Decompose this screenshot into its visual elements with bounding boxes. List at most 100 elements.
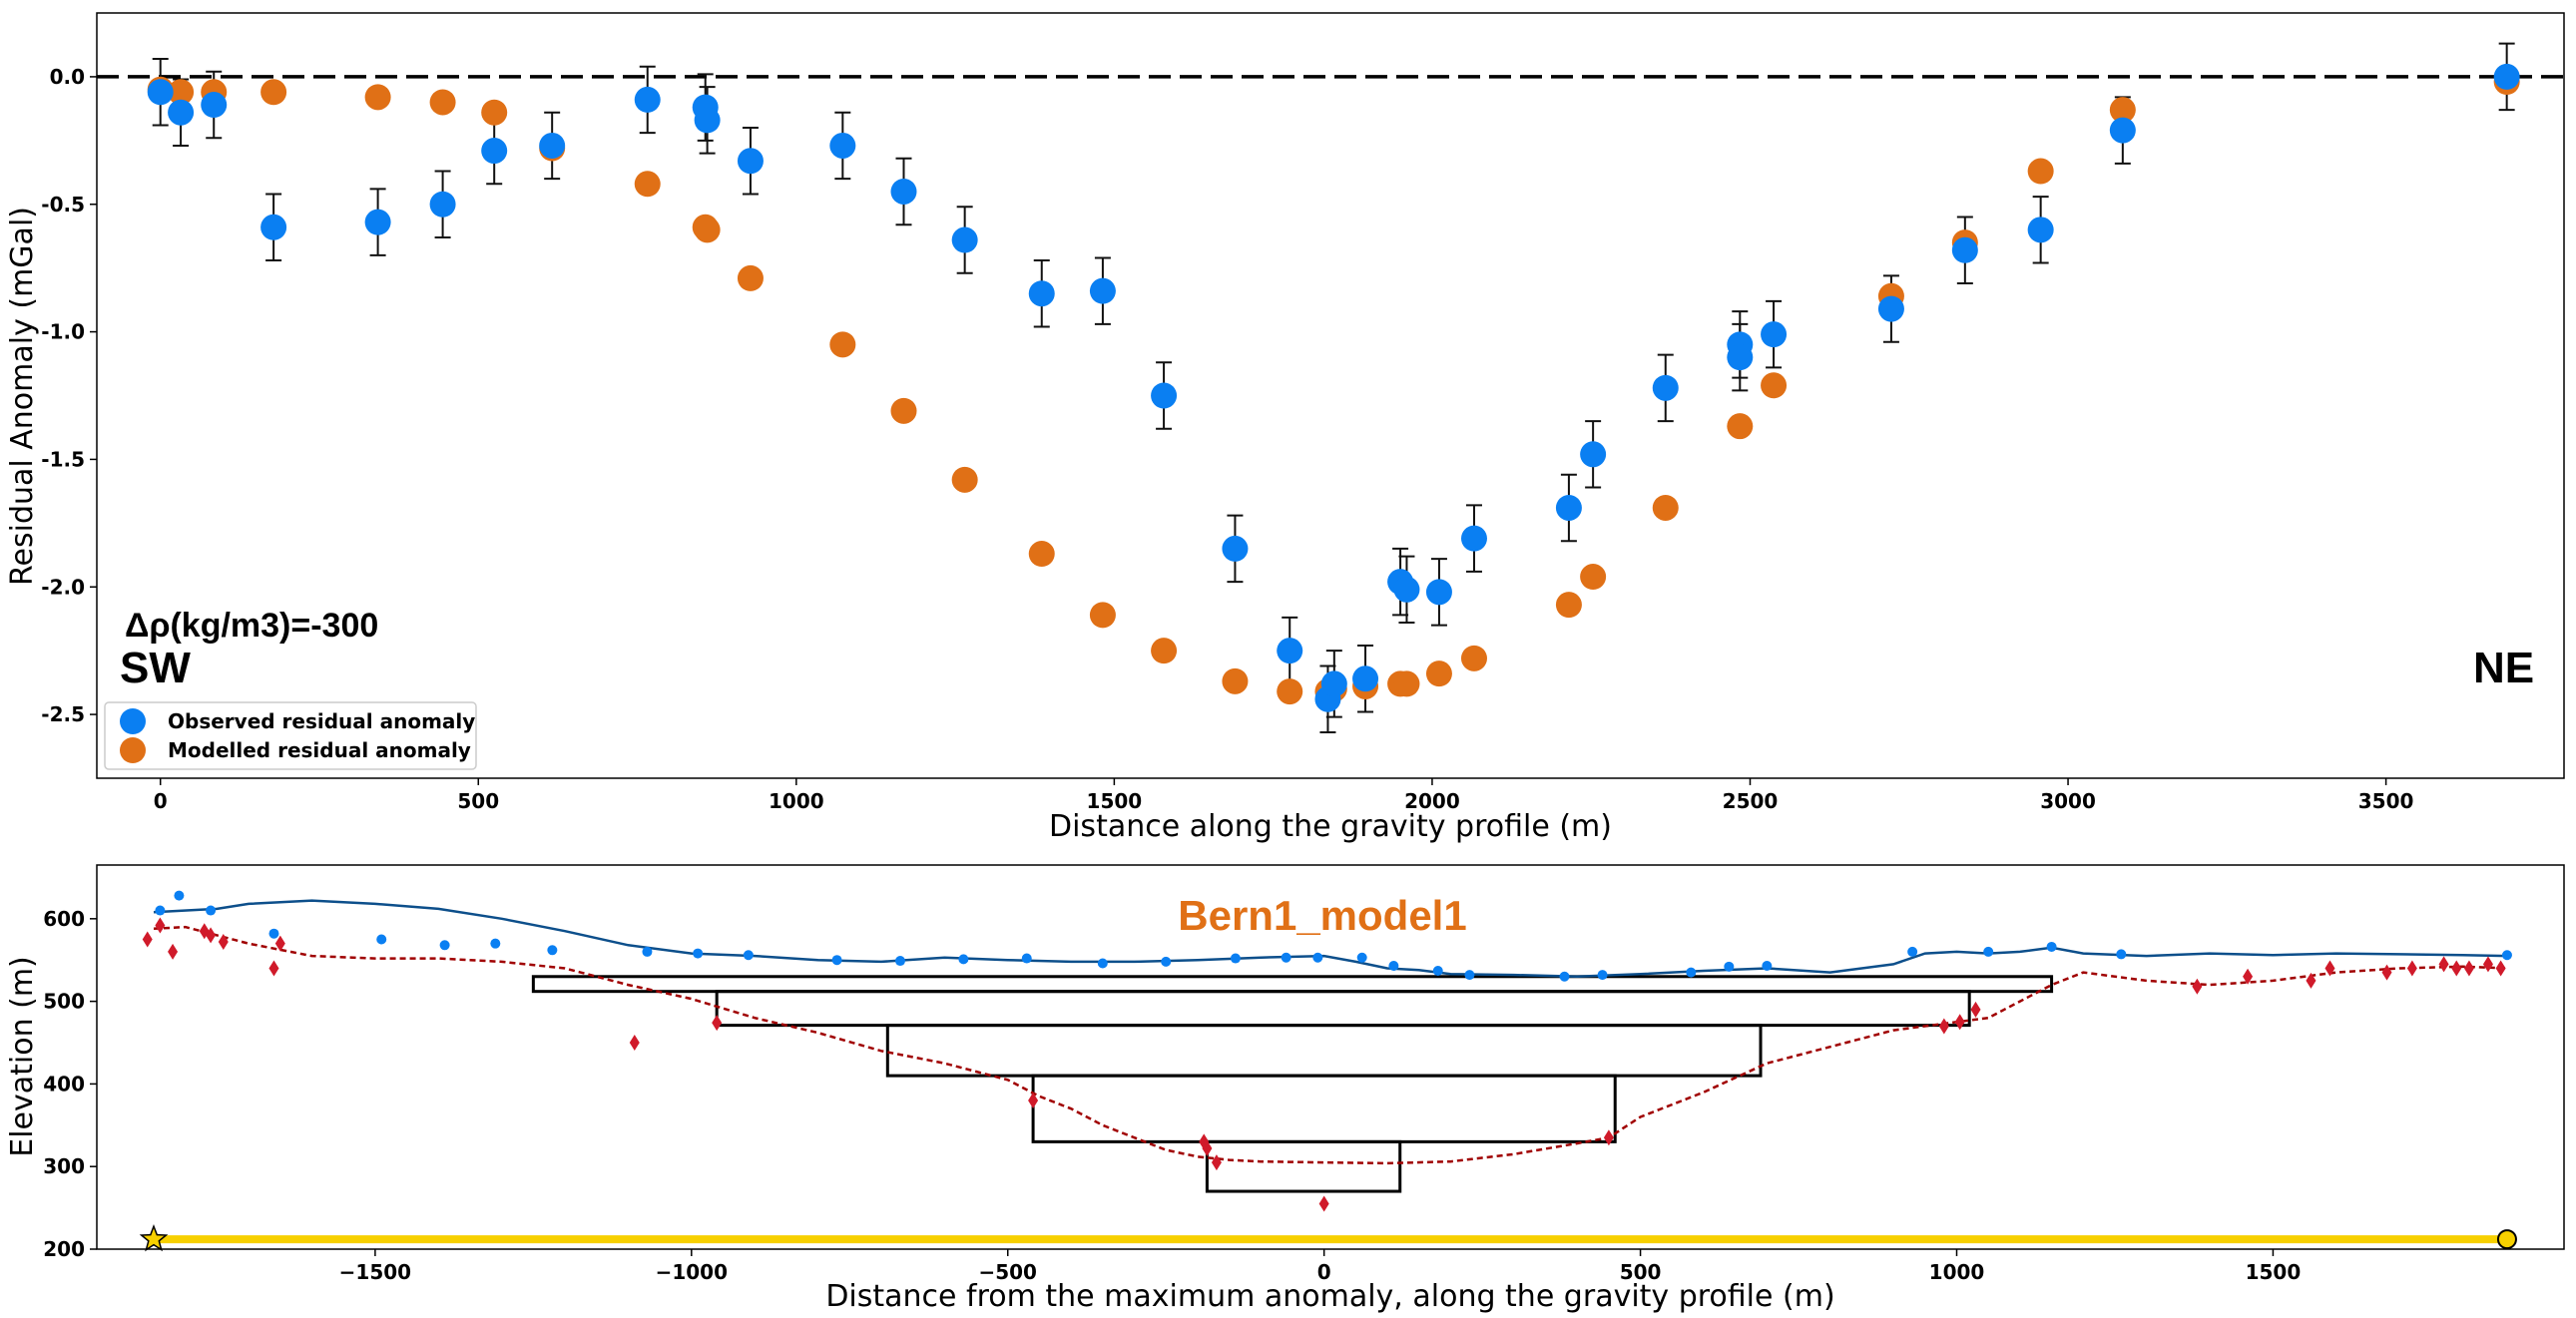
borehole-marker — [2243, 968, 2254, 985]
observed-point — [1727, 344, 1754, 371]
borehole-marker — [1028, 1092, 1039, 1108]
borehole-marker — [2463, 960, 2474, 977]
modelled-point — [429, 89, 456, 116]
observed-point — [1089, 277, 1116, 304]
observed-point — [2493, 63, 2520, 90]
station-point — [958, 954, 969, 965]
station-point — [1356, 952, 1367, 963]
borehole-marker — [1938, 1018, 1949, 1035]
y-tick-label: 200 — [43, 1237, 85, 1261]
model-block — [1205, 1139, 1402, 1193]
station-point — [1686, 967, 1697, 978]
x-tick-label: 1000 — [769, 789, 824, 813]
station-point — [1762, 961, 1773, 972]
anomaly-x-ticks: 0 500 1000 1500 2000 2500 3000 3500 — [154, 778, 2413, 813]
modelled-point — [1277, 678, 1303, 705]
modelled-point — [1028, 541, 1055, 568]
observed-point — [1951, 236, 1978, 263]
borehole-marker — [168, 943, 179, 960]
x-tick-label: 500 — [457, 789, 499, 813]
borehole-marker — [1970, 1001, 1981, 1018]
station-point — [1097, 958, 1108, 969]
error-bars — [152, 42, 2515, 733]
station-point — [894, 956, 905, 967]
borehole-marker — [2451, 960, 2462, 977]
station-point — [1907, 946, 1918, 957]
model-block — [715, 990, 1971, 1028]
modelled-point — [1151, 638, 1178, 664]
observed-point — [1151, 382, 1178, 409]
borehole-marker — [629, 1035, 640, 1052]
y-tick-label: 600 — [43, 907, 85, 931]
observed-point — [201, 92, 228, 119]
borehole-marker — [2324, 960, 2335, 977]
station-point — [743, 950, 754, 961]
station-point — [490, 938, 501, 949]
station-point — [1388, 961, 1399, 972]
y-tick-label: -1.0 — [41, 320, 85, 344]
observed-point — [168, 99, 195, 126]
anomaly-x-label: Distance along the gravity profile (m) — [1049, 809, 1612, 844]
observed-point — [694, 107, 721, 134]
topography-line — [153, 899, 2508, 979]
borehole-marker — [2438, 956, 2449, 973]
station-point — [642, 946, 653, 957]
x-tick-label: 1500 — [1087, 789, 1143, 813]
y-tick-label: -2.0 — [41, 575, 85, 599]
station-point — [1724, 961, 1735, 972]
density-annotation: Δρ(kg/m3)=-300 — [125, 607, 378, 645]
modelled-point — [829, 331, 856, 358]
gravity-stations — [155, 890, 2512, 982]
station-point — [1312, 952, 1323, 963]
legend-modelled-label: Modelled residual anomaly — [168, 738, 471, 762]
legend: Observed residual anomaly Modelled resid… — [104, 701, 477, 770]
x-tick-label: 1500 — [2246, 1260, 2302, 1284]
observed-point — [260, 214, 287, 240]
borehole-marker — [2406, 960, 2417, 977]
borehole-marker — [142, 931, 153, 948]
borehole-marker — [206, 927, 217, 944]
bedrock-path — [153, 925, 2508, 1165]
station-point — [155, 905, 166, 916]
station-point — [206, 905, 217, 916]
station-point — [1281, 952, 1291, 963]
model-plot-frame — [96, 864, 2565, 1250]
borehole-marker — [218, 934, 229, 950]
observed-point — [1277, 638, 1303, 664]
anomaly-y-label: Residual Anomaly (mGal) — [5, 207, 40, 586]
modelled-point — [1761, 372, 1788, 399]
station-point — [1432, 965, 1443, 976]
borehole-marker — [2306, 972, 2317, 989]
station-point — [1021, 953, 1032, 964]
modelled-point — [168, 79, 195, 106]
borehole-marker — [1603, 1129, 1614, 1146]
observed-point — [147, 79, 174, 106]
model-x-label: Distance from the maximum anomaly, along… — [825, 1279, 1834, 1314]
y-tick-label: 300 — [43, 1154, 85, 1178]
observed-point — [1393, 576, 1420, 603]
topography-path — [153, 899, 2508, 979]
modelled-point — [260, 79, 287, 106]
modelled-point — [1393, 670, 1420, 697]
station-point — [693, 948, 704, 959]
borehole-marker — [1202, 1139, 1213, 1156]
modelled-point — [1222, 667, 1249, 694]
model-x-ticks: −1500 −1000 −500 0 500 1000 1500 — [339, 1249, 2302, 1284]
modelled-point — [951, 466, 978, 493]
x-tick-label: −1000 — [656, 1260, 728, 1284]
y-tick-label: 500 — [43, 990, 85, 1014]
observed-point — [1652, 374, 1679, 401]
modelled-point — [1089, 602, 1116, 629]
x-tick-label: 0 — [154, 789, 168, 813]
station-point — [1559, 971, 1570, 982]
station-point — [1983, 946, 1994, 957]
borehole-markers — [142, 917, 2506, 1212]
profile-start-star-icon — [139, 1223, 169, 1252]
observed-point — [2027, 217, 2054, 243]
modelled-point — [2109, 97, 2136, 124]
observed-point — [1320, 670, 1347, 697]
observed-point — [951, 226, 978, 253]
station-point — [2116, 949, 2127, 960]
observed-point — [1761, 321, 1788, 348]
borehole-marker — [1318, 1195, 1329, 1212]
